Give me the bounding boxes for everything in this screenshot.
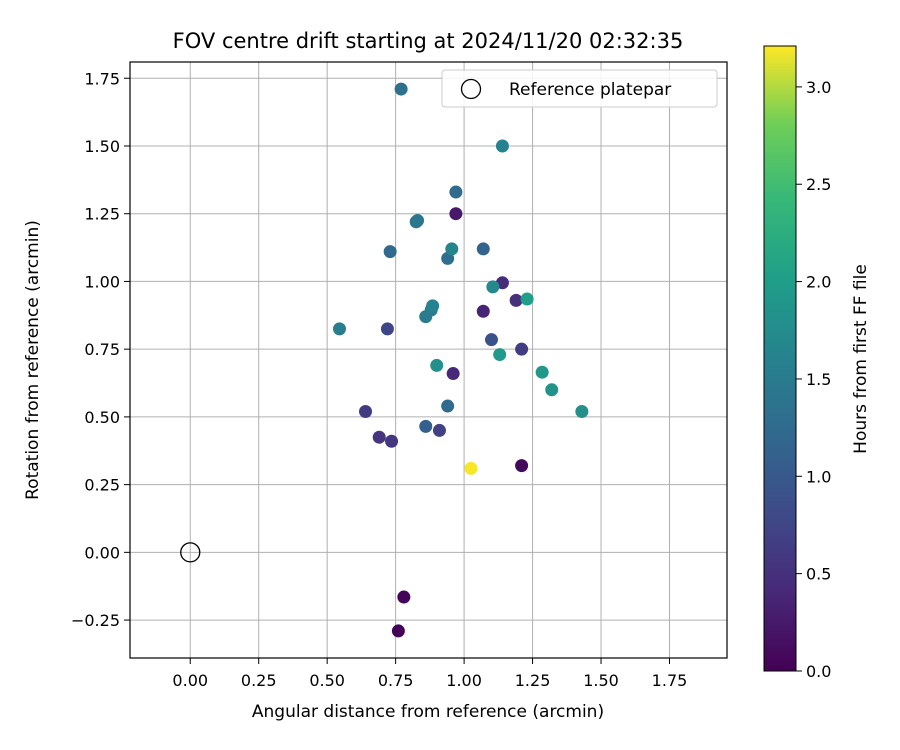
legend-label: Reference platepar bbox=[509, 80, 671, 100]
data-point bbox=[359, 404, 373, 418]
colorbar-tick-label: 2.5 bbox=[806, 175, 831, 194]
colorbar-tick-label: 0.5 bbox=[806, 565, 831, 584]
colorbar-gradient bbox=[763, 45, 797, 672]
y-tick-label: 0.00 bbox=[84, 543, 120, 562]
x-ticks: 0.00 0.25 0.50 0.75 1.00 1.25 1.50 1.75 bbox=[172, 658, 687, 690]
data-point bbox=[515, 342, 529, 356]
colorbar: 0.0 0.5 1.0 1.5 2.0 2.5 3.0 Hours from first F… bbox=[763, 45, 871, 681]
legend: Reference platepar bbox=[441, 69, 718, 108]
data-point bbox=[430, 358, 444, 372]
x-tick-label: 0.75 bbox=[378, 671, 414, 690]
x-axis-label: Angular distance from reference (arcmin) bbox=[252, 702, 604, 722]
y-tick-label: 1.00 bbox=[84, 272, 120, 291]
data-points bbox=[332, 82, 589, 638]
data-point bbox=[486, 280, 500, 294]
y-tick-label: −0.25 bbox=[71, 611, 120, 630]
colorbar-tick-label: 3.0 bbox=[806, 78, 831, 97]
colorbar-tick-label: 1.0 bbox=[806, 467, 831, 486]
colorbar-ticks: 0.0 0.5 1.0 1.5 2.0 2.5 3.0 bbox=[796, 78, 831, 681]
data-point bbox=[432, 423, 446, 437]
data-point bbox=[445, 242, 459, 256]
x-tick-label: 1.75 bbox=[652, 671, 688, 690]
data-point bbox=[332, 322, 346, 336]
x-tick-label: 0.50 bbox=[309, 671, 345, 690]
colorbar-tick-label: 1.5 bbox=[806, 370, 831, 389]
y-tick-label: 1.50 bbox=[84, 137, 120, 156]
x-tick-label: 1.00 bbox=[446, 671, 482, 690]
x-tick-label: 0.00 bbox=[172, 671, 208, 690]
data-point bbox=[535, 365, 549, 379]
data-point bbox=[391, 624, 405, 638]
data-point bbox=[476, 242, 490, 256]
x-tick-label: 1.25 bbox=[515, 671, 551, 690]
data-point bbox=[411, 213, 425, 227]
data-point bbox=[397, 590, 411, 604]
data-point bbox=[449, 207, 463, 221]
y-ticks: −0.25 0.00 0.25 0.50 0.75 1.00 1.25 1.50 1.75 bbox=[71, 69, 130, 630]
data-point bbox=[495, 139, 509, 153]
data-point bbox=[449, 185, 463, 199]
reference-platepar-marker bbox=[180, 542, 201, 563]
data-point bbox=[380, 322, 394, 336]
data-point bbox=[385, 434, 399, 448]
x-tick-label: 1.50 bbox=[583, 671, 619, 690]
data-point bbox=[493, 348, 507, 362]
plot-frame bbox=[129, 61, 728, 659]
y-tick-label: 0.75 bbox=[84, 340, 120, 359]
data-point bbox=[515, 459, 529, 473]
data-point bbox=[464, 461, 478, 475]
colorbar-tick-label: 2.0 bbox=[806, 273, 831, 292]
data-point bbox=[372, 430, 386, 444]
grid bbox=[130, 62, 727, 658]
y-axis-label: Rotation from reference (arcmin) bbox=[23, 220, 43, 500]
colorbar-label: Hours from first FF file bbox=[851, 264, 871, 454]
data-point bbox=[419, 419, 433, 433]
data-point bbox=[394, 82, 408, 96]
data-point bbox=[509, 293, 523, 307]
colorbar-tick-label: 0.0 bbox=[806, 662, 831, 681]
chart-title: FOV centre drift starting at 2024/11/20 … bbox=[173, 29, 684, 53]
data-point bbox=[446, 367, 460, 381]
data-point bbox=[575, 404, 589, 418]
y-tick-label: 0.25 bbox=[84, 476, 120, 495]
data-point bbox=[383, 245, 397, 259]
data-point bbox=[520, 292, 534, 306]
x-tick-label: 0.25 bbox=[241, 671, 277, 690]
data-point bbox=[441, 399, 455, 413]
y-tick-label: 1.25 bbox=[84, 205, 120, 224]
legend-box bbox=[441, 69, 718, 108]
y-tick-label: 0.50 bbox=[84, 408, 120, 427]
data-point bbox=[426, 299, 440, 313]
data-point bbox=[545, 383, 559, 397]
legend-marker-icon bbox=[460, 78, 482, 100]
data-point bbox=[484, 333, 498, 347]
data-point bbox=[476, 304, 490, 318]
y-tick-label: 1.75 bbox=[84, 69, 120, 88]
